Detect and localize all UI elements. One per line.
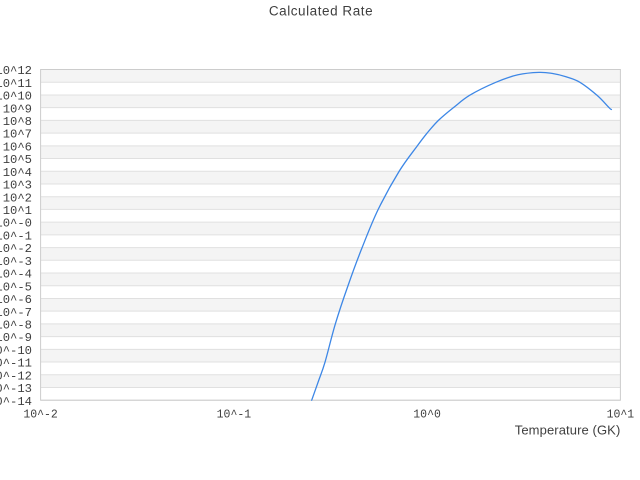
svg-text:10^1: 10^1 <box>607 409 635 422</box>
svg-text:10^0: 10^0 <box>413 409 441 422</box>
svg-text:10^-2: 10^-2 <box>23 409 58 422</box>
svg-text:10^-5: 10^-5 <box>0 280 32 294</box>
svg-text:10^11: 10^11 <box>0 77 32 91</box>
svg-text:10^-14: 10^-14 <box>0 395 32 409</box>
svg-text:10^9: 10^9 <box>3 102 32 116</box>
svg-text:Temperature (GK): Temperature (GK) <box>515 423 621 438</box>
svg-text:10^-12: 10^-12 <box>0 369 32 383</box>
svg-text:10^6: 10^6 <box>3 140 32 154</box>
svg-text:10^-0: 10^-0 <box>0 217 32 231</box>
svg-text:Calculated Rate: Calculated Rate <box>269 4 373 19</box>
svg-text:10^4: 10^4 <box>3 166 32 180</box>
svg-text:10^-6: 10^-6 <box>0 293 32 307</box>
svg-text:10^-1: 10^-1 <box>217 409 252 422</box>
svg-text:10^3: 10^3 <box>3 179 32 193</box>
svg-text:10^-11: 10^-11 <box>0 357 32 371</box>
svg-text:10^-3: 10^-3 <box>0 255 32 269</box>
svg-text:10^-1: 10^-1 <box>0 229 32 243</box>
svg-text:10^5: 10^5 <box>3 153 32 167</box>
svg-text:10^8: 10^8 <box>3 115 32 129</box>
svg-text:10^-10: 10^-10 <box>0 344 32 358</box>
svg-text:10^-2: 10^-2 <box>0 242 32 256</box>
svg-text:10^10: 10^10 <box>0 90 32 104</box>
svg-text:10^1: 10^1 <box>3 204 32 218</box>
svg-text:10^-9: 10^-9 <box>0 331 32 345</box>
svg-text:10^2: 10^2 <box>3 191 32 205</box>
svg-text:10^7: 10^7 <box>3 128 32 142</box>
svg-text:10^-7: 10^-7 <box>0 306 32 320</box>
svg-text:10^-4: 10^-4 <box>0 268 32 282</box>
svg-text:10^12: 10^12 <box>0 64 32 78</box>
svg-text:10^-8: 10^-8 <box>0 318 32 332</box>
svg-text:10^-13: 10^-13 <box>0 382 32 396</box>
